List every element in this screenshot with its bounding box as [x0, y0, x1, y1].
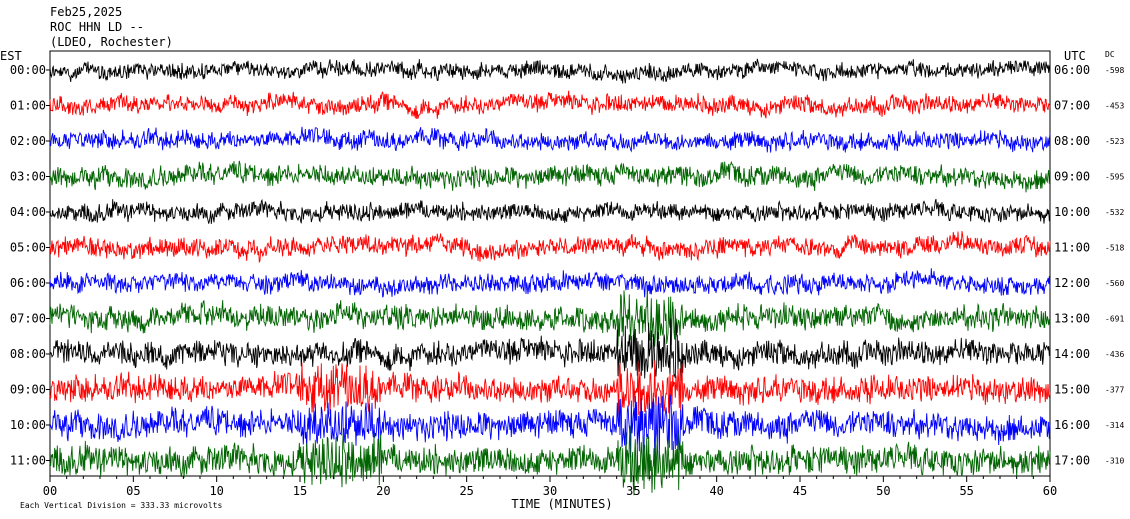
dc-offset-label: -314	[1105, 421, 1124, 430]
x-tick-label: 60	[1043, 484, 1057, 498]
x-tick-label: 30	[543, 484, 557, 498]
utc-hour-labels: 06:00 07:00 08:00 09:00 10:00 11:00 12:00 13:00…	[1054, 63, 1090, 468]
est-hour-label: 02:00	[10, 134, 46, 148]
x-tick-label: 00	[43, 484, 57, 498]
est-hour-label: 10:00	[10, 418, 46, 432]
x-tick-label: 25	[459, 484, 473, 498]
est-hour-label: 08:00	[10, 347, 46, 361]
x-tick-label: 20	[376, 484, 390, 498]
dc-offset-label: -310	[1105, 457, 1124, 466]
x-tick-label: 15	[293, 484, 307, 498]
dc-offset-labels: -598 -453 -523 -595 -532 -518 -560 -691 -436 -377…	[1105, 66, 1124, 466]
utc-hour-label: 16:00	[1054, 418, 1090, 432]
utc-hour-label: 13:00	[1054, 312, 1090, 326]
x-tick-label: 35	[626, 484, 640, 498]
utc-hour-label: 17:00	[1054, 454, 1090, 468]
x-tick-label: 40	[709, 484, 723, 498]
trace-line-0700	[49, 289, 1051, 347]
x-axis-ticks: 00 05 10 15 20 25 30 35 40 45 50 55 60	[43, 476, 1057, 498]
utc-hour-label: 07:00	[1054, 99, 1090, 113]
est-hour-label: 00:00	[10, 63, 46, 77]
header-date: Feb25,2025	[50, 5, 122, 19]
est-hour-label: 07:00	[10, 312, 46, 326]
utc-hour-label: 08:00	[1054, 134, 1090, 148]
header-station: ROC HHN LD --	[50, 20, 144, 34]
dc-offset-label: -560	[1105, 279, 1124, 288]
dc-offset-label: -377	[1105, 386, 1124, 395]
est-hour-label: 09:00	[10, 383, 46, 397]
x-tick-label: 55	[959, 484, 973, 498]
est-axis-title: EST	[0, 49, 22, 63]
trace-line-0800	[49, 318, 1051, 382]
est-hour-label: 06:00	[10, 276, 46, 290]
utc-hour-label: 10:00	[1054, 205, 1090, 219]
trace-line-0300	[49, 160, 1051, 193]
utc-hour-label: 11:00	[1054, 241, 1090, 255]
header-network: (LDEO, Rochester)	[50, 35, 173, 49]
x-tick-label: 10	[209, 484, 223, 498]
est-hour-label: 01:00	[10, 99, 46, 113]
trace-line-0500	[49, 231, 1051, 264]
dc-offset-label: -691	[1105, 315, 1124, 324]
trace-line-0200	[49, 126, 1051, 153]
x-tick-label: 50	[876, 484, 890, 498]
x-tick-label: 45	[793, 484, 807, 498]
trace-line-0900	[49, 360, 1051, 418]
trace-line-1100	[49, 425, 1051, 496]
utc-hour-label: 09:00	[1054, 170, 1090, 184]
dc-offset-label: -532	[1105, 208, 1124, 217]
trace-line-0600	[49, 268, 1051, 298]
est-hour-label: 04:00	[10, 205, 46, 219]
dc-offset-label: -436	[1105, 350, 1124, 359]
est-hour-labels: 00:00 01:00 02:00 03:00 04:00 05:00 06:00 07:00…	[10, 63, 50, 468]
dc-offset-label: -598	[1105, 66, 1124, 75]
est-hour-label: 11:00	[10, 454, 46, 468]
trace-line-0100	[49, 90, 1051, 120]
dc-offset-label: -453	[1105, 102, 1124, 111]
utc-hour-label: 12:00	[1054, 276, 1090, 290]
est-hour-label: 03:00	[10, 170, 46, 184]
dc-offset-label: -518	[1105, 244, 1124, 253]
x-tick-label: 05	[126, 484, 140, 498]
utc-axis-title: UTC	[1064, 49, 1086, 63]
dc-offset-label: -595	[1105, 173, 1124, 182]
est-hour-label: 05:00	[10, 241, 46, 255]
x-axis-label: TIME (MINUTES)	[511, 497, 612, 511]
trace-line-0400	[49, 198, 1051, 224]
plot-frame	[49, 50, 1051, 477]
trace-line-0000	[49, 58, 1051, 84]
utc-hour-label: 14:00	[1054, 347, 1090, 361]
dc-offset-label: -523	[1105, 137, 1124, 146]
trace-group	[49, 58, 1051, 496]
utc-hour-label: 06:00	[1054, 63, 1090, 77]
footer-scale-text: Each Vertical Division = 333.33 microvol…	[20, 501, 222, 510]
trace-line-1000	[49, 394, 1051, 459]
dc-axis-title: DC	[1105, 50, 1115, 59]
utc-hour-label: 15:00	[1054, 383, 1090, 397]
